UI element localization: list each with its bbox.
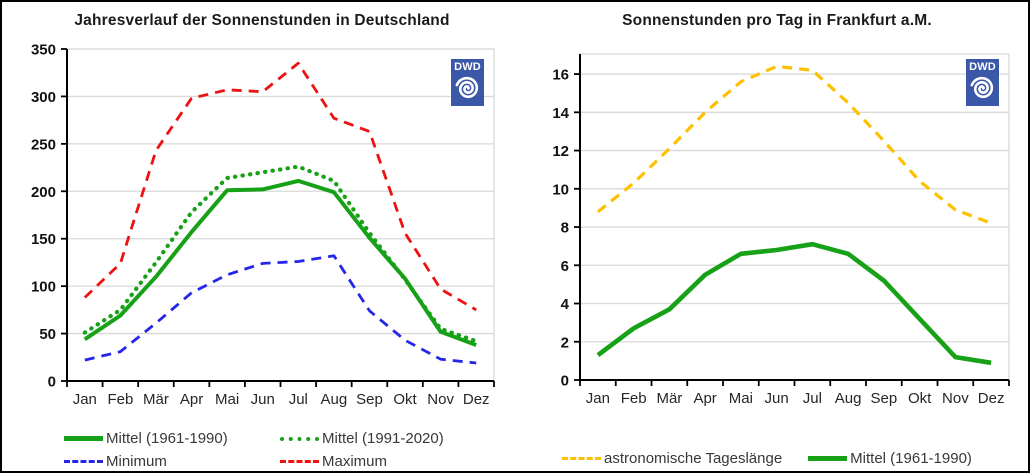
series-line-dashed — [596, 64, 992, 225]
legend-label: Maximum — [322, 453, 388, 470]
y-tick-label: 16 — [552, 67, 569, 84]
legend-item-mittel-1991-2020: Mittel (1991-2020) — [280, 428, 494, 449]
solid-line-swatch-icon — [808, 456, 848, 461]
x-tick-label: Jul — [289, 391, 308, 408]
y-tick-label: 350 — [31, 42, 56, 59]
x-tick-label: Jun — [251, 391, 275, 408]
x-tick-label: Mär — [656, 390, 682, 407]
x-tick-label: Aug — [321, 391, 348, 408]
x-tick-label: Apr — [693, 390, 716, 407]
x-tick-label: Jun — [765, 390, 789, 407]
dashed-line-swatch-icon — [562, 457, 601, 460]
legend-label: Mittel (1961-1990) — [850, 450, 972, 467]
dashed-line-swatch-icon — [64, 460, 103, 463]
legend-item-mittel-1961-1990: Mittel (1961-1990) — [808, 448, 972, 469]
x-tick-label: Mai — [215, 391, 239, 408]
legend-item-minimum: Minimum — [64, 451, 280, 471]
x-tick-label: Feb — [107, 391, 133, 408]
dwd-logo: DWD — [451, 59, 484, 106]
x-tick-label: Nov — [942, 390, 969, 407]
solid-line-swatch-icon — [64, 436, 103, 441]
legend-frankfurt: astronomische Tageslänge Mittel (1961-19… — [562, 448, 1022, 469]
y-tick-label: 250 — [31, 136, 56, 153]
x-tick-label: Dez — [463, 391, 490, 408]
chart-panel-frankfurt: Sonnenstunden pro Tag in Frankfurt a.M. … — [517, 2, 1028, 471]
x-tick-label: Sep — [356, 391, 383, 408]
x-tick-label: Feb — [621, 390, 647, 407]
y-tick-label: 14 — [552, 105, 569, 122]
x-tick-label: Apr — [180, 391, 203, 408]
x-tick-label: Mär — [143, 391, 169, 408]
x-tick-label: Okt — [393, 391, 417, 408]
chart-panel-germany: Jahresverlauf der Sonnenstunden in Deuts… — [2, 2, 517, 471]
legend-item-maximum: Maximum — [280, 451, 494, 471]
x-tick-label: Jan — [586, 390, 610, 407]
legend-item-tageslaenge: astronomische Tageslänge — [562, 448, 782, 469]
y-tick-label: 2 — [561, 334, 569, 351]
y-tick-label: 0 — [561, 373, 569, 390]
y-tick-label: 6 — [561, 258, 569, 275]
y-tick-label: 150 — [31, 231, 56, 248]
x-tick-label: Jul — [803, 390, 822, 407]
legend-germany: Mittel (1961-1990) Mittel (1991-2020) Mi… — [64, 428, 494, 471]
plot-border — [67, 48, 495, 381]
x-tick-label: Dez — [978, 390, 1005, 407]
dwd-logo: DWD — [966, 59, 999, 106]
series-line-dotted — [82, 164, 479, 344]
y-tick-label: 50 — [39, 326, 56, 343]
dotted-line-swatch-icon — [280, 436, 319, 441]
series-line-dashed — [84, 254, 477, 365]
chart-plot-germany: 0 50 100 150 200 250 300 350 Jan Feb Mär Apr Mai Jun J… — [31, 42, 495, 408]
y-tick-label: 8 — [561, 220, 569, 237]
legend-item-mittel-1961-1990: Mittel (1961-1990) — [64, 428, 280, 449]
x-tick-label: Aug — [835, 390, 862, 407]
legend-label: Mittel (1961-1990) — [106, 430, 228, 447]
y-tick-label: 10 — [552, 181, 569, 198]
x-tick-label: Jan — [73, 391, 97, 408]
x-tick-label: Mai — [729, 390, 753, 407]
legend-label: astronomische Tageslänge — [604, 450, 783, 467]
y-tick-label: 300 — [31, 89, 56, 106]
y-tick-label: 4 — [561, 296, 570, 313]
legend-label: Mittel (1991-2020) — [322, 430, 444, 447]
dwd-spiral-icon — [455, 76, 479, 99]
y-tick-label: 0 — [48, 374, 56, 391]
series-line-solid — [596, 241, 992, 366]
y-tick-label: 100 — [31, 279, 56, 296]
plot-border — [580, 53, 1010, 380]
chart-title-germany: Jahresverlauf der Sonnenstunden in Deuts… — [74, 12, 450, 29]
x-tick-label: Nov — [427, 391, 454, 408]
dashed-line-swatch-icon — [280, 460, 319, 463]
dwd-spiral-icon — [970, 76, 994, 99]
chart-plot-frankfurt: 0 2 4 6 8 10 12 14 16 Jan Feb Mär Apr Mai Jun Jul Aug Sep… — [552, 53, 1010, 407]
legend-label: Minimum — [106, 453, 167, 470]
y-tick-label: 12 — [552, 143, 569, 160]
x-tick-label: Sep — [871, 390, 898, 407]
x-tick-label: Okt — [908, 390, 932, 407]
chart-title-frankfurt: Sonnenstunden pro Tag in Frankfurt a.M. — [622, 12, 932, 29]
series-line-dashed — [83, 61, 477, 312]
y-tick-label: 200 — [31, 184, 56, 201]
dwd-logo-label: DWD — [454, 61, 481, 73]
dwd-logo-label: DWD — [969, 61, 996, 73]
